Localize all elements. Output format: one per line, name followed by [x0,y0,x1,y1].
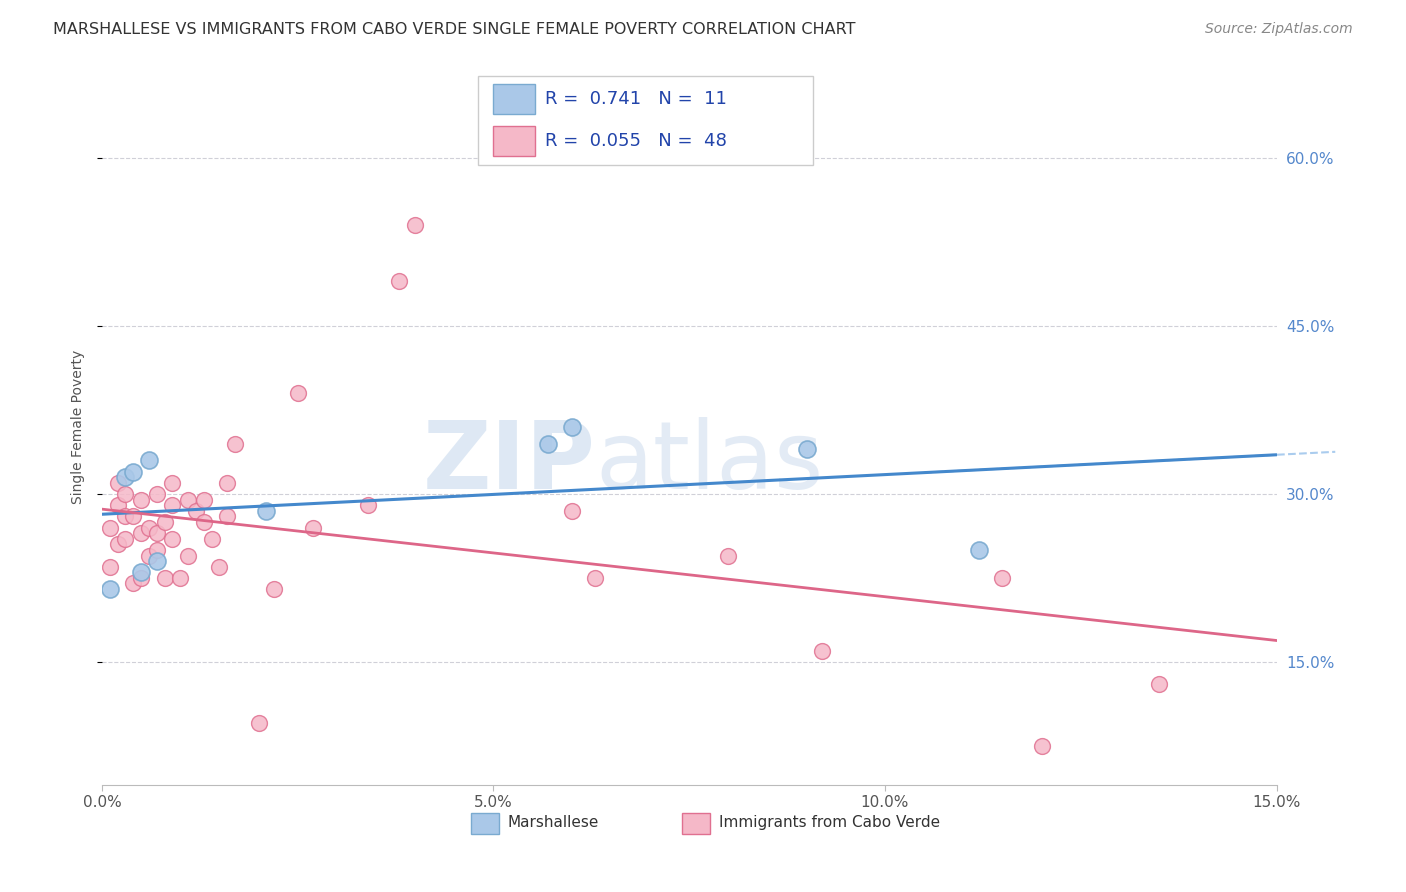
Point [287,386,309,401]
Point [98,582,121,596]
Point [217,475,239,490]
Point [404,219,426,233]
Point [145,487,167,501]
Point [796,442,818,457]
Point [145,526,167,541]
Text: MARSHALLESE VS IMMIGRANTS FROM CABO VERDE SINGLE FEMALE POVERTY CORRELATION CHAR: MARSHALLESE VS IMMIGRANTS FROM CABO VERD… [53,22,856,37]
Point [537,436,560,450]
Point [177,549,200,563]
Point [122,465,145,479]
Point [302,520,325,534]
FancyBboxPatch shape [682,813,710,834]
Point [153,571,176,585]
Point [177,492,200,507]
Text: ZIP: ZIP [422,417,595,508]
Point [129,526,152,541]
Point [138,453,160,467]
Point [98,520,121,534]
Text: R =  0.741   N =  11: R = 0.741 N = 11 [544,90,727,108]
Point [1031,739,1053,753]
Point [263,582,285,596]
Point [811,643,834,657]
Point [107,498,129,512]
Point [129,571,152,585]
Point [561,504,583,518]
Text: R =  0.055   N =  48: R = 0.055 N = 48 [544,132,727,150]
Point [114,532,136,546]
Point [388,274,411,288]
Point [217,509,239,524]
Point [991,571,1014,585]
Point [208,559,231,574]
Point [138,549,160,563]
FancyBboxPatch shape [478,76,813,165]
Point [162,475,184,490]
Point [153,515,176,529]
Point [145,542,167,557]
Point [107,537,129,551]
Point [583,571,606,585]
Point [129,492,152,507]
Point [200,532,222,546]
Point [122,576,145,591]
Text: Source: ZipAtlas.com: Source: ZipAtlas.com [1205,22,1353,37]
Point [717,549,740,563]
Point [98,559,121,574]
Point [967,542,990,557]
Point [184,504,207,518]
Point [254,504,277,518]
Point [561,419,583,434]
Point [247,716,270,731]
Point [193,515,215,529]
Point [1147,677,1170,691]
Point [162,498,184,512]
Point [357,498,380,512]
Text: Marshallese: Marshallese [508,814,599,830]
FancyBboxPatch shape [471,813,499,834]
Point [129,566,152,580]
Point [162,532,184,546]
Point [107,475,129,490]
Text: atlas: atlas [595,417,824,508]
FancyBboxPatch shape [494,84,536,114]
FancyBboxPatch shape [494,126,536,156]
Point [224,436,246,450]
Point [114,509,136,524]
Point [114,470,136,484]
Point [138,520,160,534]
Text: Immigrants from Cabo Verde: Immigrants from Cabo Verde [718,814,939,830]
Point [145,554,167,568]
Y-axis label: Single Female Poverty: Single Female Poverty [72,350,86,504]
Point [122,509,145,524]
Point [114,487,136,501]
Point [169,571,191,585]
Point [193,492,215,507]
